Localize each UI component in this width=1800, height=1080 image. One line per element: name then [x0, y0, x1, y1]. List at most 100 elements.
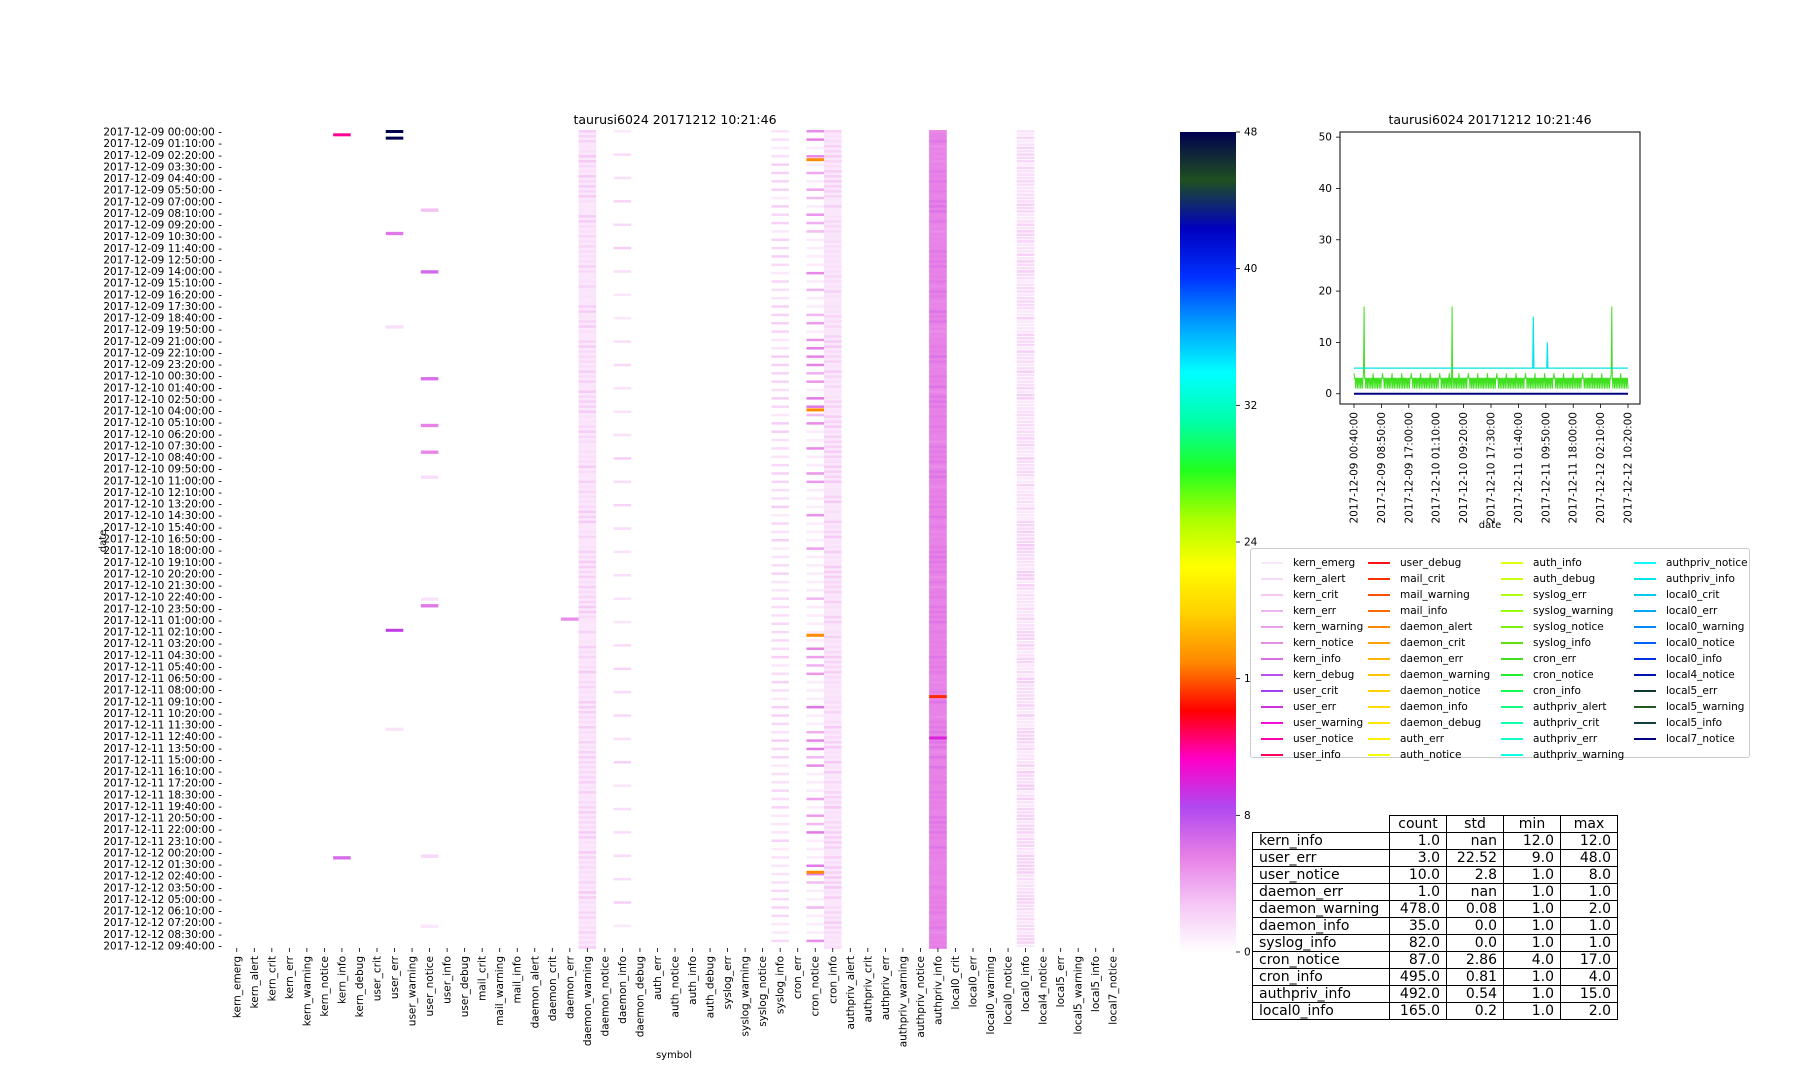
heatmap-y-tick-label: 2017-12-10 06:20:00 - [103, 429, 222, 441]
heatmap-cell [578, 175, 597, 178]
heatmap-cell [824, 931, 842, 934]
heatmap-cell [929, 410, 947, 413]
heatmap-cell [929, 340, 947, 343]
heatmap-cell [578, 365, 597, 368]
legend-label: daemon_alert [1400, 621, 1473, 633]
heatmap-y-tick-label: 2017-12-09 00:00:00 - [103, 127, 222, 139]
heatmap-y-tick-label: 2017-12-10 00:30:00 - [103, 371, 222, 383]
heatmap-cell [824, 841, 842, 844]
heatmap-cell [824, 700, 842, 704]
heatmap-cell [578, 240, 597, 243]
heatmap-cell [578, 901, 597, 904]
line-y-tick-label: 50 [1319, 132, 1332, 144]
heatmap-cell [1016, 690, 1035, 694]
heatmap-cell [929, 766, 947, 769]
heatmap-cell [824, 145, 842, 148]
heatmap-cell [578, 440, 597, 444]
heatmap-cell [824, 375, 842, 378]
heatmap-column-kern_info [333, 856, 351, 860]
heatmap-y-tick-label: 2017-12-11 09:10:00 - [103, 696, 222, 708]
heatmap-cell [929, 390, 947, 393]
line-chart: taurusi6024 20171212 10:21:46 0 10 20 30 40 5… [1319, 112, 1641, 531]
heatmap-cell [806, 330, 824, 333]
heatmap-cell [1016, 273, 1035, 277]
heatmap-cell [1016, 347, 1035, 350]
heatmap-cell [824, 665, 842, 669]
legend-label: local0_err [1666, 605, 1718, 617]
legend-swatch [1501, 562, 1523, 564]
heatmap-cell [929, 660, 947, 664]
heatmap-cell [613, 807, 632, 811]
heatmap-cell [1016, 527, 1035, 530]
legend-label: daemon_debug [1400, 717, 1482, 729]
heatmap-cell [578, 841, 597, 844]
heatmap-cell [806, 230, 824, 233]
heatmap-cell [824, 695, 842, 699]
heatmap-x-tick-label: local4_notice [1038, 956, 1050, 1025]
legend-label: user_debug [1400, 557, 1462, 569]
heatmap-cell [1016, 684, 1035, 687]
heatmap-cell [1016, 897, 1035, 901]
stats-row-label: local0_info [1252, 1002, 1390, 1020]
heatmap-cell-highlight [385, 130, 404, 133]
heatmap-cell [771, 906, 789, 909]
heatmap-cell [1016, 206, 1035, 210]
heatmap-cell [771, 296, 789, 300]
heatmap-cell [824, 690, 842, 694]
heatmap-cell [806, 196, 824, 200]
colorbar-tick-label: 40 [1244, 263, 1257, 275]
heatmap-cell [824, 190, 842, 193]
heatmap-cell [824, 525, 842, 529]
heatmap-cell [1016, 654, 1035, 657]
stats-cell: 8.0 [1560, 866, 1618, 884]
heatmap-cell [771, 388, 789, 392]
stats-cell: 2.86 [1446, 951, 1504, 969]
heatmap-cell [771, 714, 789, 717]
line-x-tick-label: 2017-12-10 09:20:00 [1458, 412, 1470, 524]
heatmap-cell [420, 377, 439, 381]
heatmap-cell [929, 630, 947, 634]
heatmap-cell [824, 605, 842, 609]
heatmap-cell [578, 385, 597, 388]
heatmap-cell [806, 213, 824, 216]
heatmap-cell [771, 422, 789, 425]
heatmap-y-tick-label: 2017-12-10 16:50:00 - [103, 534, 222, 546]
heatmap-cell [824, 530, 842, 534]
legend-label: syslog_notice [1533, 621, 1604, 633]
stats-cell: 2.8 [1446, 866, 1504, 884]
heatmap-cell [771, 630, 789, 634]
heatmap-cell [771, 547, 789, 550]
legend-label: authpriv_notice [1666, 557, 1748, 569]
heatmap-cell [578, 891, 597, 894]
heatmap-cell [385, 727, 404, 731]
heatmap-cell [806, 296, 824, 300]
heatmap-cell [1016, 714, 1035, 717]
heatmap-cell [1016, 306, 1035, 310]
heatmap-cell [824, 630, 842, 634]
heatmap-cell [824, 230, 842, 233]
heatmap-cell [929, 645, 947, 649]
heatmap-cell [1016, 700, 1035, 704]
heatmap-cell [824, 500, 842, 504]
heatmap-cell [824, 495, 842, 499]
heatmap-cell [1016, 150, 1035, 153]
heatmap-cell [578, 856, 597, 859]
heatmap-cell [578, 190, 597, 193]
heatmap-cell [578, 170, 597, 173]
heatmap-cell [806, 722, 824, 726]
stats-cell: 1.0 [1503, 917, 1561, 935]
heatmap-cell [1016, 921, 1035, 924]
legend-label: daemon_warning [1400, 669, 1491, 681]
heatmap-cell [929, 906, 947, 909]
heatmap-cell [578, 740, 597, 744]
heatmap-cell [806, 614, 824, 617]
heatmap-cell [578, 881, 597, 884]
colorbar-gradient [1180, 132, 1236, 952]
heatmap-cell [1016, 383, 1035, 387]
heatmap-cell [824, 705, 842, 709]
heatmap-cell [1016, 540, 1035, 544]
heatmap-cell [1016, 544, 1035, 547]
heatmap-cell [771, 756, 789, 759]
heatmap-cell [824, 896, 842, 899]
heatmap-y-tick-label: 2017-12-09 03:30:00 - [103, 161, 222, 173]
